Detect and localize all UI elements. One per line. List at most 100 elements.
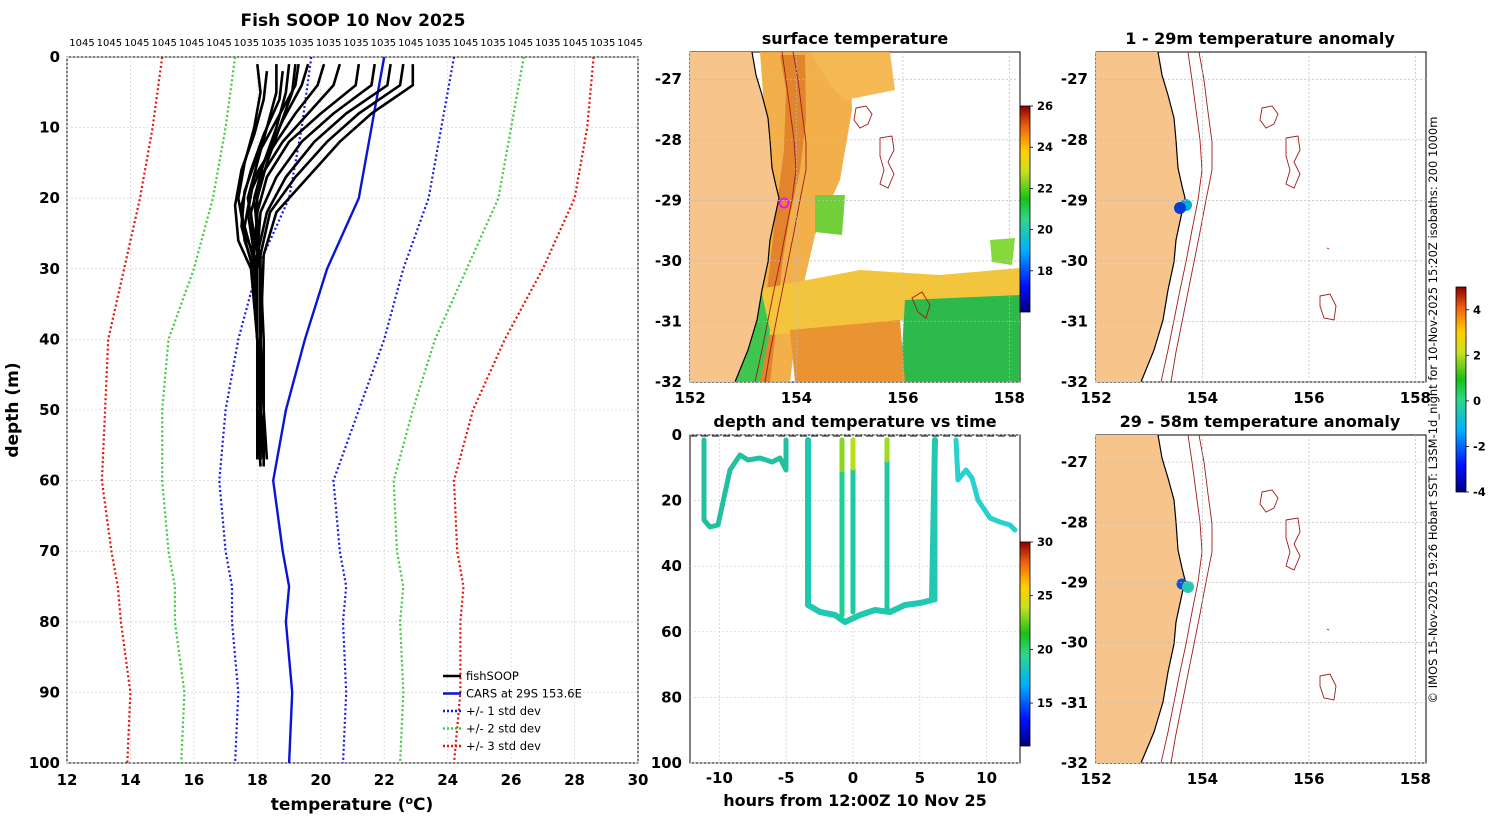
dtt-x-tick-label: -5 xyxy=(778,769,795,787)
map-x-tick-label: 156 xyxy=(1293,770,1324,788)
profile-x-tick-label: 12 xyxy=(57,771,78,789)
density-label: 1045 xyxy=(124,38,149,49)
map-y-tick-label: -30 xyxy=(1061,634,1088,652)
legend-label: fishSOOP xyxy=(466,669,519,683)
vessel-location-marker xyxy=(778,197,790,209)
density-label: 1045 xyxy=(453,38,478,49)
sst-colorbar xyxy=(1019,105,1031,313)
profile-x-ticks: 12 14 16 18 20 22 24 26 28 30 xyxy=(57,771,649,789)
depth-time-panel: depth and temperature vs time -10 -5 0 5 100… xyxy=(651,412,1053,810)
density-labels: 1045 1045 1045 1045 1045 1045 1035 1035 1035 1035… xyxy=(69,38,642,49)
profile-x-tick-label: 30 xyxy=(628,771,649,789)
map-y-tick-label: -28 xyxy=(1061,513,1088,531)
colorbar-tick-label: 20 xyxy=(1037,642,1053,656)
map-y-tick-label: -32 xyxy=(1061,754,1088,772)
surface-temperature-panel: surface temperature xyxy=(655,29,1053,407)
anom2-isobath-1000m xyxy=(1170,435,1213,763)
profile-y-tick-label: 0 xyxy=(50,48,60,66)
density-label: 1035 xyxy=(343,38,368,49)
profile-y-tick-label: 30 xyxy=(39,260,60,278)
profile-y-ticks: 0 10 20 30 40 50 60 70 80 90 100 xyxy=(29,48,60,772)
density-label: 1035 xyxy=(316,38,341,49)
anom1-seamount-2 xyxy=(1285,135,1301,189)
fishsoop-profile xyxy=(240,70,284,453)
density-label: 1045 xyxy=(398,38,423,49)
map-y-tick-label: -27 xyxy=(1061,453,1088,471)
coastline xyxy=(734,52,780,382)
side-caption: © IMOS 15-Nov-2025 19:26 Hobart SST: L3S… xyxy=(1426,117,1440,704)
profile-x-tick-label: 20 xyxy=(310,771,331,789)
sst-east-patch xyxy=(810,52,895,100)
legend-label: +/- 1 std dev xyxy=(466,704,541,718)
anom1-title: 1 - 29m temperature anomaly xyxy=(1125,29,1395,48)
profile-y-label: depth (m) xyxy=(3,362,23,457)
profile-x-label: temperature (oC) xyxy=(271,794,434,816)
anom2-speck xyxy=(1326,628,1330,631)
map-y-tick-label: -27 xyxy=(655,70,682,88)
profile-line--3-std xyxy=(452,56,595,764)
map-y-tick-label: -28 xyxy=(1061,131,1088,149)
dtt-x-tick-label: 0 xyxy=(848,769,858,787)
map-y-tick-label: -31 xyxy=(1061,694,1088,712)
anom2-isobath-200m xyxy=(1160,435,1203,763)
sst-title: surface temperature xyxy=(762,29,949,48)
sst-colorbar-ticks: 26 24 22 20 18 xyxy=(1030,99,1053,278)
seamount-1 xyxy=(853,105,873,129)
dtt-y-tick-label: 20 xyxy=(661,492,682,510)
density-label: 1035 xyxy=(288,38,313,49)
density-label: 1035 xyxy=(425,38,450,49)
colorbar-tick-label: 22 xyxy=(1037,181,1053,195)
profile-panel: Fish SOOP 10 Nov 2025 1045 1045 1045 1045 10… xyxy=(3,11,648,815)
anom2-land xyxy=(1096,435,1185,763)
dtt-tracks xyxy=(701,437,1018,625)
isobath-1000m xyxy=(764,52,807,382)
dtt-x-label: hours from 12:00Z 10 Nov 25 xyxy=(723,791,986,810)
colorbar-tick-label: 20 xyxy=(1037,223,1053,237)
dtt-y-tick-label: 0 xyxy=(672,426,682,444)
sst-ticks: 152 154 156 158 -27 -28 -29 -30 -31 -32 xyxy=(655,70,1025,407)
density-label: 1045 xyxy=(69,38,94,49)
sst-south-band xyxy=(755,268,1020,335)
map-y-tick-label: -29 xyxy=(655,191,682,209)
anom2-title: 29 - 58m temperature anomaly xyxy=(1120,412,1401,431)
anom1-grid xyxy=(1095,52,1426,383)
anom1-land xyxy=(1096,52,1185,382)
dtt-x-tick-label: -10 xyxy=(706,769,733,787)
map-x-tick-label: 154 xyxy=(1187,389,1218,407)
anom1-isobaths xyxy=(1160,52,1337,382)
density-label: 1045 xyxy=(206,38,231,49)
seamount-2 xyxy=(879,135,895,189)
density-label: 1045 xyxy=(562,38,587,49)
map-y-tick-label: -29 xyxy=(1061,573,1088,591)
legend-label: +/- 3 std dev xyxy=(466,739,541,753)
anomaly-colorbar xyxy=(1455,286,1467,493)
colorbar-tick-label: 25 xyxy=(1037,589,1053,603)
anomaly-29-58m-panel: 29 - 58m temperature anomaly 152 154 156 15… xyxy=(1061,412,1431,788)
map-x-tick-label: 152 xyxy=(674,389,705,407)
profile-x-tick-label: 24 xyxy=(437,771,458,789)
anomaly-colorbar-ticks: 4 2 0 -2 -4 xyxy=(1466,303,1486,499)
profile-y-tick-label: 80 xyxy=(39,613,60,631)
map-x-tick-label: 152 xyxy=(1080,389,1111,407)
profile-y-tick-label: 90 xyxy=(39,683,60,701)
sst-lime-patch xyxy=(990,238,1015,265)
map-x-tick-label: 156 xyxy=(887,389,918,407)
profile-line--1-std xyxy=(218,56,313,764)
map-x-tick-label: 156 xyxy=(1293,389,1324,407)
isobaths xyxy=(754,52,931,382)
profile-x-tick-label: 26 xyxy=(501,771,522,789)
map-x-tick-label: 158 xyxy=(994,389,1025,407)
dtt-colorbar-ticks: 30 25 20 15 xyxy=(1030,535,1053,710)
track-deep-main xyxy=(805,437,938,625)
density-label: 1045 xyxy=(97,38,122,49)
profile-legend: fishSOOP CARS at 29S 153.6E +/- 1 std dev +… xyxy=(443,669,582,753)
profile-line--2-std xyxy=(392,56,525,764)
profile-y-tick-label: 10 xyxy=(39,119,60,137)
profile-x-tick-label: 22 xyxy=(374,771,395,789)
colorbar-tick-label: 15 xyxy=(1037,696,1053,710)
track-late xyxy=(953,437,1018,533)
map-y-tick-label: -29 xyxy=(1061,191,1088,209)
density-label: 1035 xyxy=(234,38,259,49)
map-y-tick-label: -30 xyxy=(1061,252,1088,270)
profile-x-tick-label: 14 xyxy=(120,771,141,789)
